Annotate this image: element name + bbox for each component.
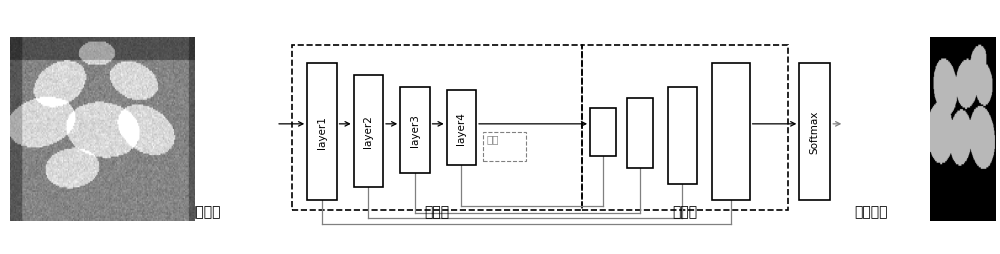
Bar — [447, 91, 476, 165]
Text: Softmax: Softmax — [810, 110, 820, 154]
Text: 级联: 级联 — [486, 134, 499, 144]
Text: layer2: layer2 — [363, 115, 373, 148]
Text: 输出结果: 输出结果 — [854, 204, 888, 218]
Text: layer3: layer3 — [410, 114, 420, 147]
Bar — [400, 87, 430, 173]
Text: 编码器: 编码器 — [424, 204, 450, 218]
Bar — [292, 46, 582, 210]
Bar — [483, 132, 526, 162]
Bar — [590, 109, 616, 157]
Bar — [354, 75, 383, 187]
Text: layer4: layer4 — [456, 112, 466, 145]
Bar — [627, 99, 653, 168]
Text: layer1: layer1 — [317, 116, 327, 149]
Bar — [799, 64, 830, 201]
Bar — [712, 64, 750, 201]
Text: 输入图像: 输入图像 — [188, 204, 221, 218]
Bar — [582, 46, 788, 210]
Text: 解码器: 解码器 — [672, 204, 697, 218]
Bar — [668, 87, 697, 184]
Bar — [307, 64, 337, 201]
